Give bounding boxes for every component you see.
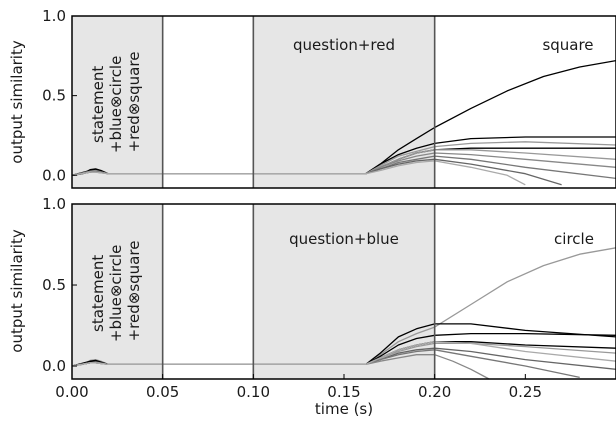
top-y-axis-label: output similarity [8,40,26,164]
top-series-line-8 [71,160,526,186]
bottom-phase1-line-2: +blue⊗circle [107,245,125,342]
top-y-tick-label-2: 1.0 [42,7,66,25]
bottom-y-tick-label-2: 1.0 [42,195,66,213]
top-phase1-line-1: statement [89,66,107,143]
x-axis-label: time (s) [315,400,373,418]
top-y-tick-label-0: 0.0 [42,166,66,184]
bottom-answer-annotation: circle [554,230,594,248]
bottom-y-tick-label-0: 0.0 [42,357,66,375]
x-tick-label-4: 0.20 [418,383,451,401]
bottom-shaded-region-0 [72,204,163,379]
top-phase1-line-2: +blue⊗circle [107,56,125,153]
top-panel: 0.0 0.5 1.0 output similarity statement +b… [8,7,616,189]
bottom-panel: 0.0 0.5 1.0 0.00 0.05 0.10 0.15 0.20 0.25 outpu… [8,195,616,418]
top-plot-frame [71,15,616,189]
top-answer-annotation: square [542,36,593,54]
top-question-annotation: question+red [293,36,395,54]
bottom-y-tick-label-1: 0.5 [42,276,66,294]
bottom-y-axis-label: output similarity [8,229,26,353]
bottom-phase1-line-1: statement [89,255,107,332]
bottom-phase1-annotation: statement +blue⊗circle +red⊗square [89,240,143,342]
x-tick-label-1: 0.05 [146,383,179,401]
x-tick-label-0: 0.00 [55,383,88,401]
bottom-series-line-8 [71,341,616,367]
x-tick-label-2: 0.10 [237,383,270,401]
top-shaded-region-0 [72,16,163,188]
top-phase1-line-3: +red⊗square [125,52,143,153]
top-y-tick-label-1: 0.5 [42,87,66,105]
bottom-question-annotation: question+blue [289,230,399,248]
x-tick-label-3: 0.15 [327,383,360,401]
x-tick-label-5: 0.25 [509,383,542,401]
top-phase1-annotation: statement +blue⊗circle +red⊗square [89,51,143,153]
bottom-phase1-line-3: +red⊗square [125,241,143,342]
